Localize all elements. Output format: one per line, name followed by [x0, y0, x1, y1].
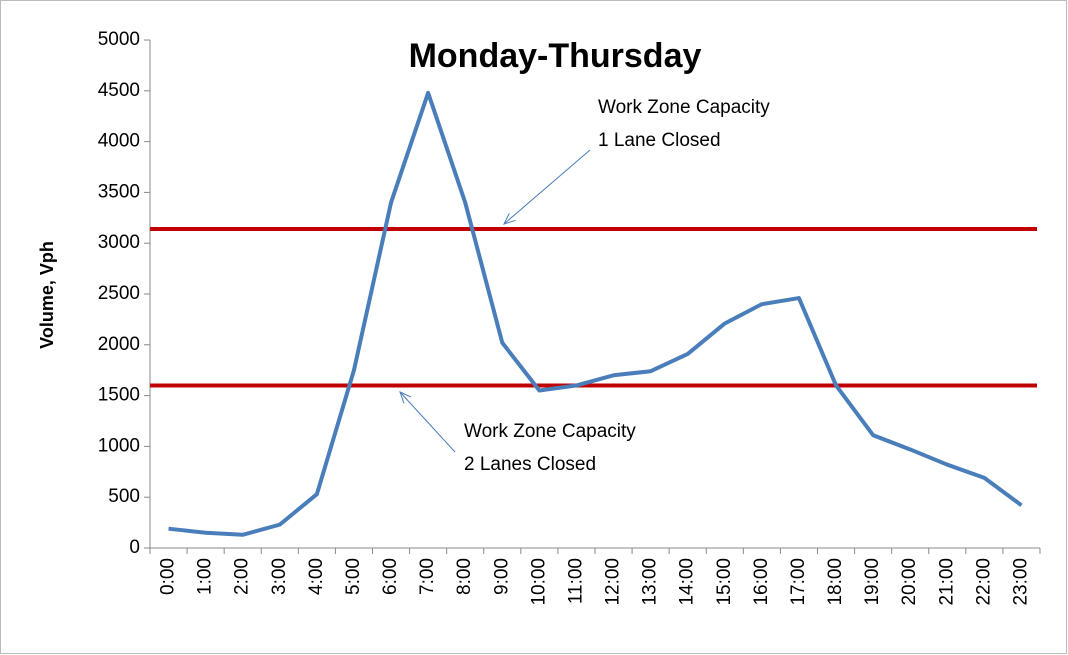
annotation-text: Work Zone Capacity	[464, 421, 636, 442]
x-tick-label: 11:00	[565, 558, 586, 604]
x-tick-label: 15:00	[714, 558, 735, 606]
x-tick-label: 9:00	[491, 558, 512, 595]
y-tick-label: 3000	[98, 232, 140, 253]
x-tick-label: 3:00	[269, 558, 290, 595]
x-tick-label: 8:00	[454, 558, 475, 595]
x-tick-label: 20:00	[899, 558, 920, 606]
x-tick-label: 6:00	[380, 558, 401, 595]
x-tick-label: 13:00	[640, 558, 661, 606]
x-tick-label: 12:00	[603, 558, 624, 606]
y-tick-label: 2000	[98, 334, 140, 355]
x-tick-label: 23:00	[1010, 558, 1031, 606]
x-tick-label: 0:00	[158, 558, 179, 595]
y-tick-label: 0	[129, 537, 140, 558]
y-tick-label: 5000	[98, 29, 140, 50]
annotation-text: Work Zone Capacity	[598, 97, 770, 118]
x-tick-label: 7:00	[417, 558, 438, 595]
y-tick-label: 4000	[98, 131, 140, 152]
annotation-arrowhead	[503, 213, 516, 225]
annotation-text: 1 Lane Closed	[598, 130, 721, 151]
x-tick-label: 21:00	[936, 558, 957, 606]
annotation-arrowhead	[399, 391, 412, 404]
y-tick-label: 4500	[98, 80, 140, 101]
y-tick-label: 2500	[98, 283, 140, 304]
data-line	[168, 90, 1023, 537]
annotation-arrow	[399, 391, 456, 453]
x-tick-label: 5:00	[343, 558, 364, 595]
x-tick-label: 22:00	[973, 558, 994, 606]
y-tick-label: 3500	[98, 181, 140, 202]
x-tick-label: 14:00	[677, 558, 698, 606]
x-tick-label: 1:00	[195, 558, 216, 595]
x-tick-label: 16:00	[751, 558, 772, 606]
annotation-text: 2 Lanes Closed	[464, 454, 596, 475]
x-tick-label: 10:00	[528, 558, 549, 606]
y-tick-label: 1000	[98, 435, 140, 456]
x-tick-label: 2:00	[232, 558, 253, 595]
y-tick-label: 500	[108, 486, 140, 507]
y-tick-label: 1500	[98, 385, 140, 406]
chart-title: Monday-Thursday	[409, 37, 702, 75]
annotation-arrow	[503, 149, 591, 225]
x-tick-label: 19:00	[862, 558, 883, 606]
x-tick-label: 18:00	[825, 558, 846, 606]
x-tick-label: 4:00	[306, 558, 327, 595]
y-axis-label: Volume, Vph	[37, 241, 57, 349]
x-tick-label: 17:00	[788, 558, 809, 606]
